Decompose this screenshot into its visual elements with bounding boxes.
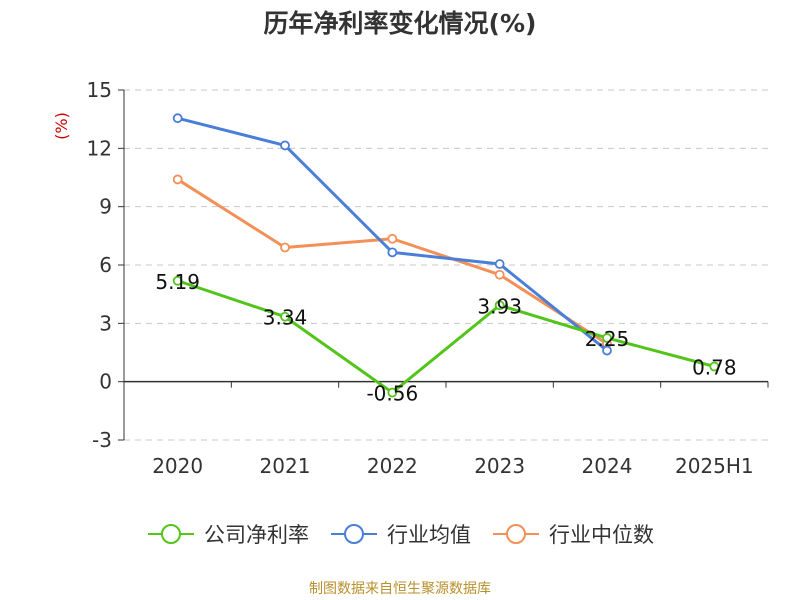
grid-lines (124, 89, 768, 441)
data-label: 5.19 (155, 270, 200, 294)
data-label: 3.93 (477, 294, 522, 318)
source-note: 制图数据来自恒生聚源数据库 (309, 581, 491, 597)
y-tick-label: 15 (87, 78, 112, 102)
series-point (602, 333, 612, 343)
data-label: 2.25 (585, 327, 630, 351)
legend-item: 行业中位数 (491, 519, 654, 549)
legend-label: 行业中位数 (549, 523, 654, 547)
data-label: 3.34 (263, 306, 308, 330)
x-tick-label: 2025H1 (675, 454, 754, 478)
legend-item: 公司净利率 (146, 519, 309, 549)
legend-label: 行业均值 (387, 523, 471, 547)
legend-marker-icon (331, 524, 377, 544)
y-axis-label: (%) (52, 112, 71, 140)
chart-title: 历年净利率变化情况(%) (263, 9, 537, 38)
x-tick-label: 2021 (260, 454, 311, 478)
x-tick-label: 2022 (367, 454, 418, 478)
series-point (280, 140, 290, 151)
series-point (387, 247, 398, 258)
legend-label: 公司净利率 (204, 523, 309, 547)
y-tick-label: 9 (99, 195, 112, 219)
series-point (494, 269, 505, 280)
y-tick-label: -3 (92, 428, 112, 452)
series-point (172, 113, 183, 124)
series-point (280, 242, 290, 253)
series-point (172, 275, 183, 286)
series-point (494, 300, 505, 311)
y-tick-label: 12 (87, 136, 112, 160)
y-tick-label: 6 (99, 253, 112, 277)
data-label: -0.56 (366, 382, 418, 406)
series-point (494, 259, 505, 269)
legend-marker-icon (493, 524, 539, 544)
x-tick-label: 2020 (152, 454, 203, 478)
series-point (602, 345, 612, 356)
series-point (280, 311, 290, 322)
series-line (177, 279, 715, 395)
axes: 15 12 9 6 3 0 -3 2020 2021 2022 2023 2024 2025H1 (87, 78, 769, 478)
series-point (172, 174, 183, 185)
series-lines (172, 113, 720, 398)
y-tick-label: 3 (99, 311, 112, 335)
series-point (709, 361, 720, 372)
x-tick-label: 2024 (582, 454, 633, 478)
x-tick-label: 2023 (474, 454, 525, 478)
legend-item: 行业均值 (329, 519, 471, 549)
legend-marker-icon (148, 524, 194, 544)
data-labels: 5.19 3.34 -0.56 3.93 2.25 0.78 (155, 270, 736, 406)
y-tick-label: 0 (99, 370, 112, 394)
legend: 公司净利率 行业均值 行业中位数 (0, 519, 800, 549)
data-label: 0.78 (692, 356, 737, 380)
series-point (387, 387, 398, 398)
series-point (387, 233, 398, 244)
